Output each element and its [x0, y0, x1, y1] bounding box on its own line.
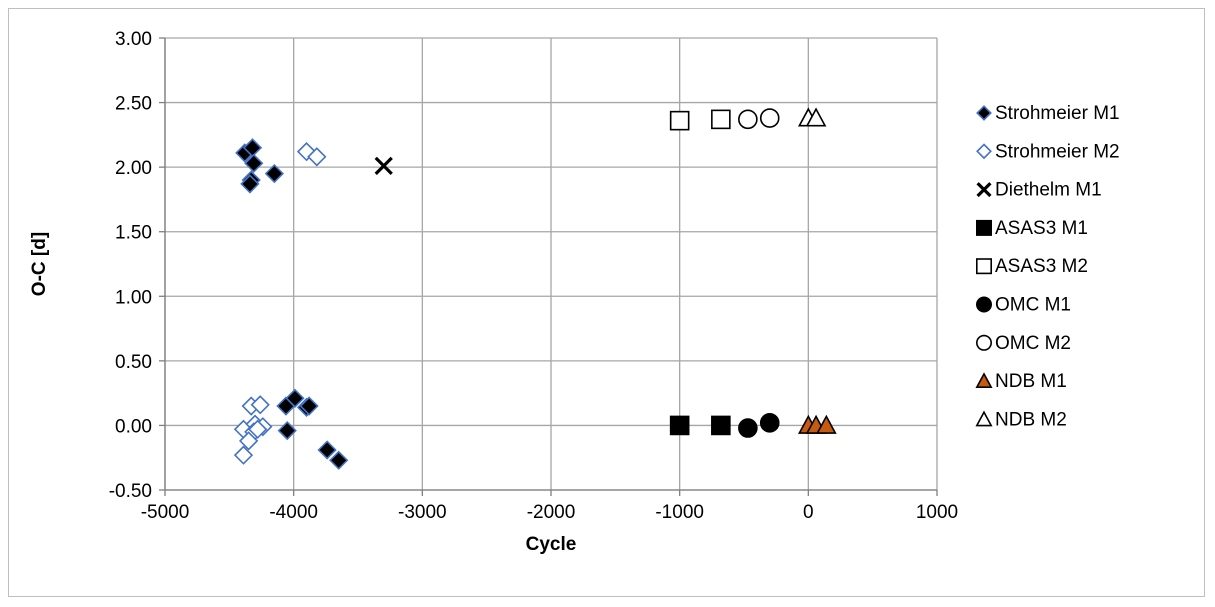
- legend-item: NDB M2: [975, 409, 1067, 430]
- x-tick-label: -3000: [398, 502, 447, 523]
- x-axis-title: Cycle: [526, 534, 577, 555]
- data-point: [264, 163, 284, 184]
- legend-marker: [975, 296, 992, 313]
- data-point: [711, 415, 731, 436]
- data-point: [669, 110, 690, 131]
- legend-item: NDB M1: [975, 371, 1067, 392]
- data-point: [233, 445, 254, 465]
- legend: Strohmeier M1 Strohmeier M2 Diethelm M1 ASA…: [975, 103, 1120, 430]
- legend-label: NDB M1: [995, 371, 1067, 392]
- y-axis-title: O-C [d]: [29, 232, 50, 296]
- legend-marker: [975, 334, 992, 351]
- data-point: [374, 156, 393, 175]
- series-strohmeier-m1: [235, 138, 349, 470]
- axes: [159, 37, 938, 496]
- chart-area: -5000 -4000 -3000 -2000 -1000 0 1000 -0.50 0.00 0…: [8, 8, 1205, 597]
- x-marker-stroke: [374, 156, 393, 175]
- legend-item: OMC M2: [975, 333, 1071, 354]
- legend-marker: [976, 182, 992, 198]
- data-point: [244, 153, 264, 173]
- data-point: [759, 413, 780, 433]
- legend-label: Strohmeier M1: [995, 103, 1120, 124]
- legend-marker: [976, 143, 992, 160]
- y-tick-label: 2.00: [115, 158, 152, 179]
- legend-label: OMC M1: [995, 295, 1071, 316]
- legend-item: Diethelm M1: [976, 180, 1102, 201]
- legend-label: OMC M2: [995, 333, 1071, 354]
- legend-label: ASAS3 M1: [995, 218, 1088, 239]
- legend-item: ASAS3 M1: [975, 218, 1088, 239]
- data-point: [759, 108, 780, 128]
- grid: [164, 37, 938, 491]
- data-point: [248, 419, 268, 439]
- legend-item: Strohmeier M1: [976, 103, 1120, 124]
- data-point: [285, 388, 305, 408]
- x-tick-label: 1000: [916, 502, 958, 523]
- series-diethelm-m1: [374, 156, 393, 175]
- data-point: [738, 418, 758, 438]
- scatter-chart: -5000 -4000 -3000 -2000 -1000 0 1000 -0.50 0.00 0…: [29, 29, 1120, 555]
- y-tick-label: -0.50: [109, 481, 152, 502]
- legend-label: NDB M2: [995, 409, 1067, 430]
- data-point: [239, 431, 259, 451]
- x-tick-label: -5000: [141, 502, 190, 523]
- legend-marker: [975, 219, 992, 236]
- legend-label: Diethelm M1: [995, 180, 1102, 201]
- x-tick-label: -4000: [269, 502, 318, 523]
- data-point: [250, 395, 270, 415]
- data-point: [738, 109, 758, 130]
- data-point: [711, 109, 731, 130]
- legend-label: ASAS3 M2: [995, 256, 1088, 277]
- series-omc-m2: [738, 108, 780, 130]
- x-tick-label: -1000: [655, 502, 704, 523]
- data-point: [240, 174, 260, 194]
- legend-item: Strohmeier M2: [976, 141, 1120, 162]
- series-asas3-m1: [669, 415, 731, 436]
- legend-item: OMC M1: [975, 295, 1071, 316]
- y-tick-label: 2.50: [115, 94, 152, 115]
- data-point: [277, 420, 297, 441]
- series-ndb-m1: [797, 414, 837, 434]
- series-omc-m1: [738, 413, 780, 438]
- series-ndb-m2: [797, 107, 827, 127]
- legend-marker: [976, 105, 992, 121]
- data-point: [299, 396, 319, 416]
- tick-labels: -5000 -4000 -3000 -2000 -1000 0 1000 -0.50 0.00 0…: [109, 29, 958, 523]
- x-tick-label: -2000: [527, 502, 576, 523]
- y-tick-label: 0.50: [115, 352, 152, 373]
- data-point: [329, 450, 349, 470]
- y-tick-label: 1.50: [115, 223, 152, 244]
- y-tick-label: 0.00: [115, 416, 152, 437]
- data-point: [307, 147, 327, 167]
- data-point: [816, 414, 837, 434]
- y-tick-label: 3.00: [115, 29, 152, 50]
- legend-marker: [975, 410, 993, 427]
- legend-label: Strohmeier M2: [995, 141, 1120, 162]
- legend-marker: [975, 258, 992, 275]
- legend-marker: [975, 372, 993, 389]
- series-strohmeier-m2: [233, 142, 327, 465]
- legend-item: ASAS3 M2: [975, 256, 1088, 277]
- y-tick-label: 1.00: [115, 287, 152, 308]
- data-point: [669, 415, 690, 436]
- series-asas3-m2: [669, 109, 731, 131]
- x-marker-stroke: [976, 182, 992, 198]
- x-tick-label: 0: [803, 502, 814, 523]
- data-point: [805, 107, 827, 127]
- data-points: [233, 107, 837, 470]
- data-point: [317, 440, 337, 460]
